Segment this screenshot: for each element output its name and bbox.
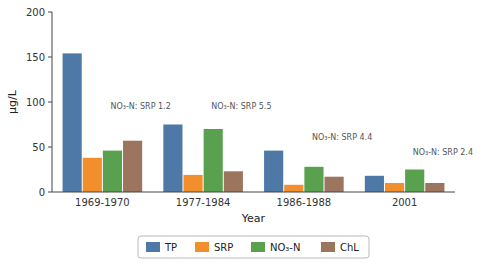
bar: [405, 170, 424, 193]
bars: [63, 53, 445, 192]
y-tick: [48, 192, 52, 193]
bar: [103, 151, 122, 192]
bar: [83, 158, 102, 192]
bar: [264, 151, 283, 192]
x-tick-label: 1986-1988: [277, 197, 332, 208]
bar: [325, 177, 344, 192]
y-tick: [48, 147, 52, 148]
bar: [163, 125, 182, 193]
bar: [183, 175, 202, 192]
bar: [204, 129, 223, 192]
y-tick: [48, 102, 52, 103]
legend-swatch: [251, 242, 265, 252]
bar: [365, 176, 384, 192]
y-tick-label: 150: [26, 52, 45, 63]
y-tick-label: 0: [39, 187, 45, 198]
annotation: NO₃-N: SRP 1.2: [110, 102, 170, 111]
legend-label: NO₃-N: [270, 242, 300, 253]
y-axis-label: µg/L: [6, 89, 19, 114]
legend-label: TP: [164, 242, 177, 253]
bar: [385, 183, 404, 192]
y-tick-label: 50: [32, 142, 45, 153]
x-tick-label: 1977-1984: [176, 197, 231, 208]
annotation: NO₃-N: SRP 2.4: [413, 148, 473, 157]
bar: [425, 183, 444, 192]
bar: [224, 171, 243, 192]
legend-swatch: [321, 242, 335, 252]
annotation: NO₃-N: SRP 5.5: [211, 102, 271, 111]
bar: [123, 141, 142, 192]
legend-label: SRP: [214, 242, 233, 253]
y-tick: [48, 57, 52, 58]
y-tick: [48, 12, 52, 13]
bar: [63, 53, 82, 192]
legend: TP SRP NO₃-N ChL: [138, 236, 369, 258]
x-tick-label: 1969-1970: [75, 197, 130, 208]
x-axis-line: [52, 192, 455, 193]
y-tick-label: 200: [26, 7, 45, 18]
bar: [304, 167, 323, 192]
legend-swatch: [146, 242, 160, 252]
chart: 0 50 100 150 200 1969-1970 1977-1984 1986-1988 2…: [0, 0, 500, 276]
bar: [284, 185, 303, 192]
legend-frame: [138, 236, 369, 258]
annotation: NO₃-N: SRP 4.4: [312, 133, 372, 142]
legend-swatch: [195, 242, 209, 252]
y-tick-label: 100: [26, 97, 45, 108]
x-tick-label: 2001: [392, 197, 417, 208]
x-axis-label: Year: [241, 212, 266, 225]
legend-label: ChL: [340, 242, 359, 253]
